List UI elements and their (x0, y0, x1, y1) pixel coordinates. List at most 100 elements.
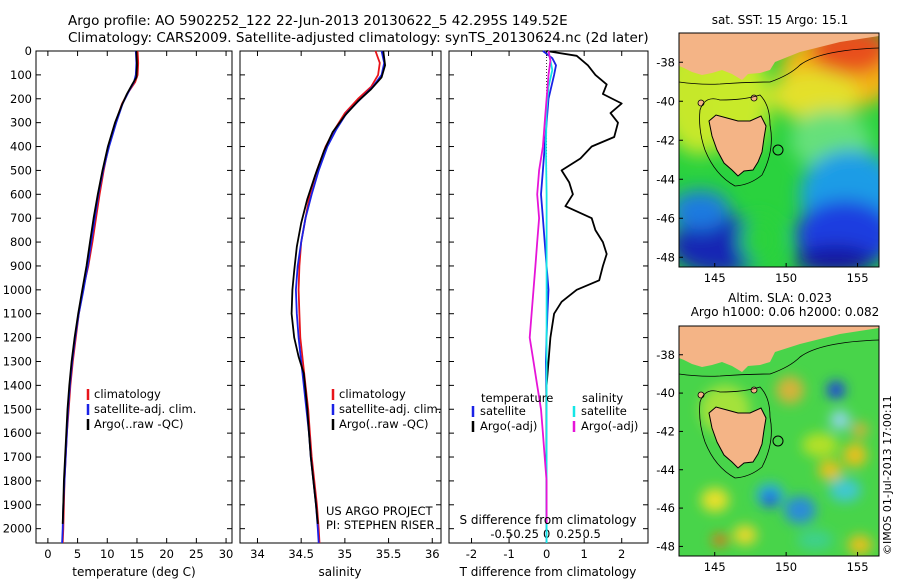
depth-tick-label: 2000 (3, 522, 32, 536)
legend-title-salinity: salinity (582, 391, 623, 405)
depth-tick-label: 1300 (3, 354, 32, 368)
coast-contour (679, 47, 879, 85)
depth-tick-label: 400 (10, 140, 32, 154)
s-tick-label: 0.25 (556, 527, 582, 541)
depth-tick-label: 500 (10, 163, 32, 177)
x-tick-label: 0 (543, 547, 550, 561)
lon-tick-label: 155 (847, 271, 869, 285)
salinity-axes-box (239, 50, 442, 544)
salinity-series (290, 50, 387, 544)
lat-tick-label: -44 (656, 463, 675, 477)
difference-panel: -2 -1 0 1 2 -0.5-0.25 0 0.25 0.5 temperature sal… (448, 50, 649, 579)
lat-tick-label: -48 (656, 250, 675, 264)
legend-title-temperature: temperature (481, 391, 553, 405)
t-difference-x-label: T difference from climatology (459, 565, 637, 579)
x-tick-label: 34 (250, 547, 265, 561)
x-tick-label: 0 (44, 547, 51, 561)
argo-float-marker (772, 144, 784, 156)
pi-annotation: PI: STEPHEN RISER (326, 518, 435, 532)
x-tick-label: 25 (189, 547, 204, 561)
legend-label: climatology (339, 387, 406, 401)
temperature-panel: 0100200300400500600700800900100011001200… (3, 44, 234, 579)
depth-tick-label: 1100 (3, 307, 32, 321)
x-tick-label: 15 (130, 547, 145, 561)
salinity-x-label: salinity (318, 565, 361, 579)
difference-legend: temperature salinitysatelliteArgo(-adj)sa… (471, 391, 638, 433)
x-tick-label: 20 (159, 547, 174, 561)
s-difference-label: S difference from climatology (460, 513, 637, 527)
x-tick-label: 1 (581, 547, 588, 561)
depth-axis: 0 100 200 300 400 500 600 700 800 900 1000 1100 1200… (3, 44, 32, 536)
argo-float-marker-sla (772, 435, 784, 447)
temperature-series (61, 50, 140, 544)
figure-title-line1: Argo profile: AO 5902252_122 22-Jun-2013… (68, 13, 568, 29)
imos-timestamp: ©IMOS 01-Jul-2013 17:00:11 (881, 395, 894, 555)
depth-tick-label: 1400 (3, 378, 32, 392)
difference-series (528, 50, 623, 543)
lon-tick-label: 150 (775, 560, 797, 574)
lon-tick-label: 145 (704, 271, 726, 285)
x-tick-label: 2 (618, 547, 625, 561)
x-tick-label: 10 (100, 547, 115, 561)
legend-label: satellite-adj. clim. (94, 402, 196, 416)
x-tick-label: 30 (219, 547, 234, 561)
depth-tick-label: 1700 (3, 450, 32, 464)
sst-map: sat. SST: 15 Argo: 15.1 (656, 13, 880, 285)
sla-map-axes: 145 150 155 -38 -40 -42 -44 -46 -48 (656, 348, 868, 574)
series-line-black (61, 50, 138, 524)
x-tick-label: 35 (338, 547, 353, 561)
temperature-axes-box (35, 50, 233, 544)
lat-tick-label: -42 (656, 424, 675, 438)
lat-tick-label: -44 (656, 172, 675, 186)
mainland-australia (679, 33, 879, 80)
x-tick-label: 34.5 (288, 547, 314, 561)
lon-tick-label: 150 (775, 271, 797, 285)
legend-label: satellite (581, 404, 627, 418)
depth-tick-label: 1200 (3, 331, 32, 345)
lat-tick-label: -48 (656, 539, 675, 553)
sst-map-axes: 145 150 155 -38 -40 -42 -44 -46 -48 (656, 55, 868, 285)
tasmania-island (708, 114, 767, 177)
sla-map-title-line1: Altim. SLA: 0.023 (728, 291, 832, 305)
x-tick-label: 35.5 (376, 547, 402, 561)
legend-label: Argo(-adj) (581, 419, 638, 433)
lat-tick-label: -40 (656, 94, 675, 108)
depth-tick-label: 300 (10, 116, 32, 130)
temperature-x-axis: 0 5 10 15 20 25 30 (44, 51, 233, 561)
x-tick-label: 5 (74, 547, 81, 561)
salinity-panel: 34 34.5 35 35.5 36 climatologysatellite-adj.… (239, 50, 442, 579)
depth-tick-label: 900 (10, 259, 32, 273)
x-tick-label: -2 (466, 547, 477, 561)
legend-label: Argo(..raw -QC) (94, 417, 184, 431)
depth-tick-label: 600 (10, 187, 32, 201)
legend-label: Argo(..raw -QC) (339, 417, 429, 431)
x-tick-label: -1 (503, 547, 514, 561)
temperature-x-label: temperature (deg C) (72, 565, 195, 579)
depth-tick-label: 200 (10, 92, 32, 106)
depth-tick-label: 100 (10, 68, 32, 82)
legend-label: Argo(-adj) (480, 419, 537, 433)
lat-tick-label: -46 (656, 211, 675, 225)
depth-tick-label: 1600 (3, 426, 32, 440)
x-tick-label: 36 (425, 547, 440, 561)
s-tick-label: -0.25 (509, 527, 539, 541)
depth-tick-label: 1800 (3, 474, 32, 488)
shelf-contour (699, 94, 772, 187)
lat-tick-label: -46 (656, 501, 675, 515)
figure-title-line2: Climatology: CARS2009. Satellite-adjuste… (68, 30, 649, 46)
depth-tick-label: 700 (10, 211, 32, 225)
series-line-magenta (528, 50, 552, 524)
legend-label: satellite-adj. clim. (339, 402, 441, 416)
s-tick-label: 0.5 (583, 527, 601, 541)
depth-tick-label: 0 (25, 44, 32, 58)
lat-tick-label: -38 (656, 348, 675, 362)
depth-tick-label: 1500 (3, 402, 32, 416)
lon-tick-label: 145 (704, 560, 726, 574)
salinity-x-axis: 34 34.5 35 35.5 36 (250, 51, 440, 561)
sla-map: Altim. SLA: 0.023 Argo h1000: 0.06 h2000… (656, 291, 880, 574)
lon-tick-label: 155 (847, 560, 869, 574)
legend-label: satellite (480, 404, 526, 418)
